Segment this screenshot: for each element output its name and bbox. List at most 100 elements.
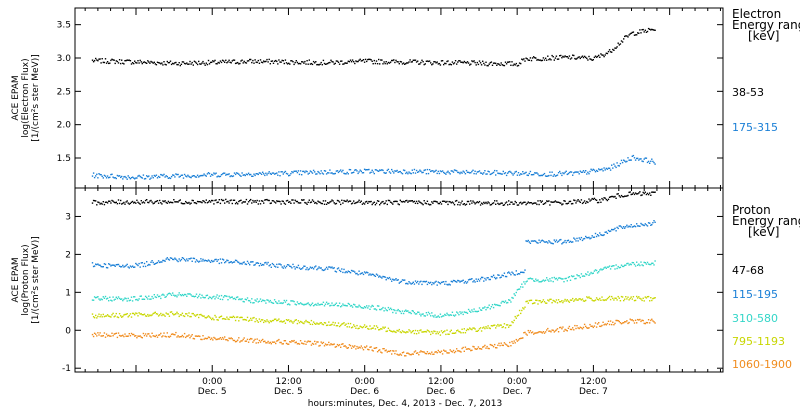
data-point [162, 64, 164, 66]
data-point [491, 344, 494, 347]
data-point [163, 294, 165, 296]
data-point [595, 269, 598, 272]
data-point [99, 58, 101, 60]
data-point [231, 175, 233, 178]
data-point [226, 201, 228, 203]
data-point [568, 276, 571, 278]
data-point [549, 241, 551, 243]
data-point [486, 327, 488, 329]
data-point [221, 199, 224, 202]
data-point [518, 338, 521, 340]
data-point [187, 63, 189, 65]
data-point [611, 295, 613, 298]
data-point [178, 62, 180, 64]
data-point [570, 203, 573, 205]
data-point [598, 299, 600, 301]
data-point [357, 306, 359, 308]
data-point [203, 338, 205, 340]
data-point [292, 199, 294, 201]
data-point [356, 201, 358, 204]
data-point [410, 200, 412, 202]
data-point [212, 174, 214, 176]
data-point [652, 160, 654, 163]
data-point [620, 295, 623, 298]
data-point [312, 305, 315, 307]
data-point [360, 60, 362, 62]
data-point [201, 338, 203, 341]
data-point [495, 203, 497, 205]
data-point [128, 333, 130, 335]
data-point [370, 171, 372, 173]
data-point [542, 331, 545, 333]
data-point [130, 201, 133, 203]
data-point [244, 298, 246, 300]
data-point [110, 59, 112, 62]
data-point [127, 59, 129, 61]
data-point [189, 203, 191, 205]
data-point [350, 172, 353, 174]
data-point [476, 201, 478, 203]
data-point [553, 201, 555, 203]
data-point [128, 267, 130, 269]
data-point [200, 63, 202, 65]
data-point [437, 170, 439, 173]
data-point [389, 172, 392, 174]
data-point [534, 172, 536, 174]
data-point [134, 314, 136, 316]
data-point [374, 275, 377, 277]
data-point [209, 296, 212, 299]
data-point [160, 332, 162, 335]
data-point [362, 307, 365, 309]
data-point [298, 202, 301, 204]
data-point [500, 276, 502, 278]
data-point [247, 172, 250, 174]
data-point [200, 338, 202, 341]
data-point [291, 267, 293, 269]
data-point [646, 225, 649, 227]
data-point [474, 203, 476, 205]
data-point [607, 198, 610, 200]
data-point [518, 62, 521, 64]
data-point [535, 278, 537, 280]
data-point [436, 316, 438, 318]
data-point [101, 298, 103, 301]
data-point [469, 310, 471, 312]
data-point [142, 265, 145, 268]
data-point [104, 263, 107, 266]
data-point [147, 264, 149, 267]
data-point [174, 201, 176, 203]
data-point [424, 330, 426, 333]
data-point [222, 172, 225, 174]
data-point [392, 331, 394, 333]
data-point [458, 60, 460, 62]
data-point [497, 344, 499, 346]
data-point [290, 319, 292, 322]
data-point [273, 299, 276, 301]
data-point [530, 59, 533, 62]
data-point [164, 335, 166, 337]
data-point [456, 348, 458, 350]
data-point [616, 193, 618, 195]
data-point [458, 280, 460, 282]
data-point [101, 175, 103, 177]
data-point [108, 263, 110, 265]
data-point [293, 202, 295, 204]
data-point [240, 298, 242, 301]
data-point [644, 223, 646, 225]
data-point [465, 203, 468, 205]
data-point [645, 263, 648, 265]
data-point [342, 271, 344, 274]
data-point [435, 62, 437, 64]
data-point [176, 63, 178, 66]
data-point [102, 296, 104, 298]
data-point [347, 173, 349, 175]
data-point [578, 200, 580, 202]
data-point [255, 173, 257, 175]
data-point [212, 296, 214, 298]
data-point [325, 301, 328, 303]
data-point [595, 199, 598, 201]
proton-legend-entry: 795-1193 [732, 335, 785, 348]
data-point [408, 281, 410, 283]
data-point [606, 52, 609, 55]
data-point [277, 339, 279, 342]
